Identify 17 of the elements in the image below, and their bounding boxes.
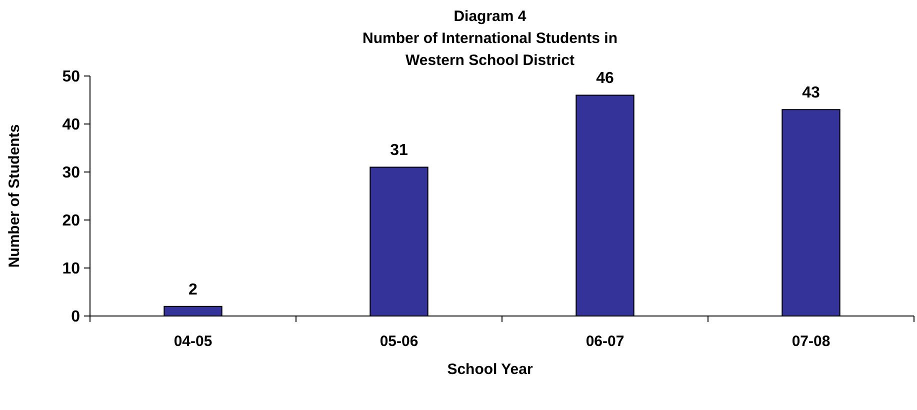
data-label: 2 (188, 281, 198, 298)
x-axis-title: School Year (447, 361, 533, 378)
y-tick-label: 10 (62, 260, 80, 278)
data-label: 31 (390, 142, 408, 160)
x-tick-label: 04-05 (174, 333, 212, 350)
y-tick-label: 30 (62, 164, 80, 182)
y-tick-label: 50 (62, 68, 80, 86)
x-tick-label: 05-06 (380, 333, 418, 350)
y-tick-label: 20 (62, 212, 80, 230)
y-tick-label: 40 (62, 116, 80, 134)
x-tick-label: 07-08 (792, 333, 830, 350)
y-axis-title: Number of Students (6, 124, 23, 268)
x-tick-label: 06-07 (586, 333, 624, 350)
data-label: 46 (596, 70, 614, 88)
data-label: 43 (802, 84, 820, 102)
y-tick-label: 0 (71, 308, 80, 326)
chart-title: Diagram 4 Number of International Students in Western School District (362, 8, 618, 69)
